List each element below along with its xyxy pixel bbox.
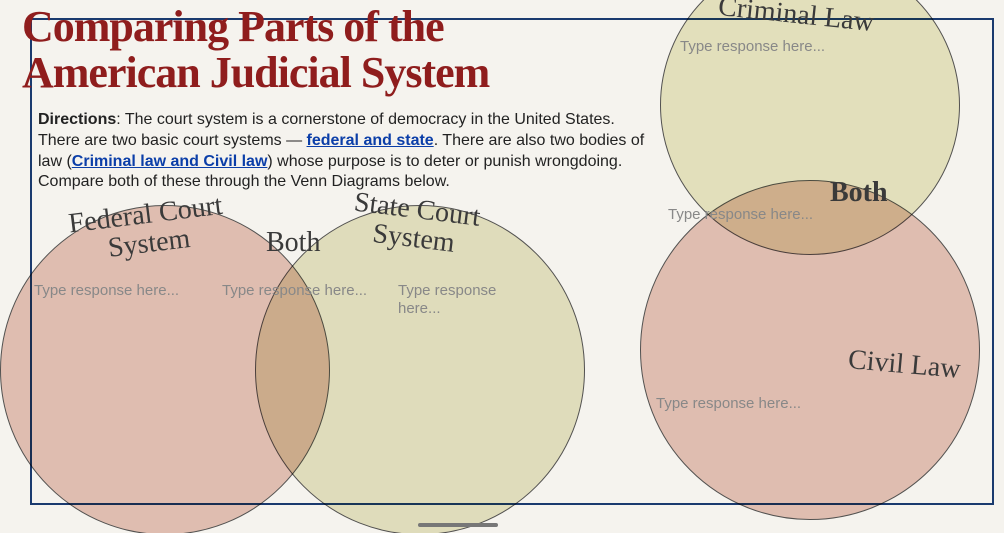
venn2-mid-label: Both [830,178,888,207]
venn1-mid-label: Both [266,228,320,257]
venn1-right-input[interactable]: Type response here... [398,282,508,318]
resize-handle[interactable] [418,523,498,527]
venn2-bottom-circle [640,180,980,520]
federal-state-link[interactable]: federal and state [307,132,434,149]
directions-text: Directions: The court system is a corner… [38,110,648,193]
venn1-left-input[interactable]: Type response here... [34,282,179,300]
venn2-bottom-input[interactable]: Type response here... [656,395,801,413]
page-title: Comparing Parts of the American Judicial… [22,4,489,96]
worksheet-page: Comparing Parts of the American Judicial… [0,0,1004,533]
criminal-civil-link[interactable]: Criminal law and Civil law [72,153,268,170]
venn2-top-input[interactable]: Type response here... [680,38,825,56]
venn1-mid-input[interactable]: Type response here... [222,282,367,300]
venn2-mid-input[interactable]: Type response here... [668,206,813,224]
title-line-1: Comparing Parts of the [22,2,444,51]
title-line-2: American Judicial System [22,48,489,97]
directions-label: Directions [38,111,116,128]
